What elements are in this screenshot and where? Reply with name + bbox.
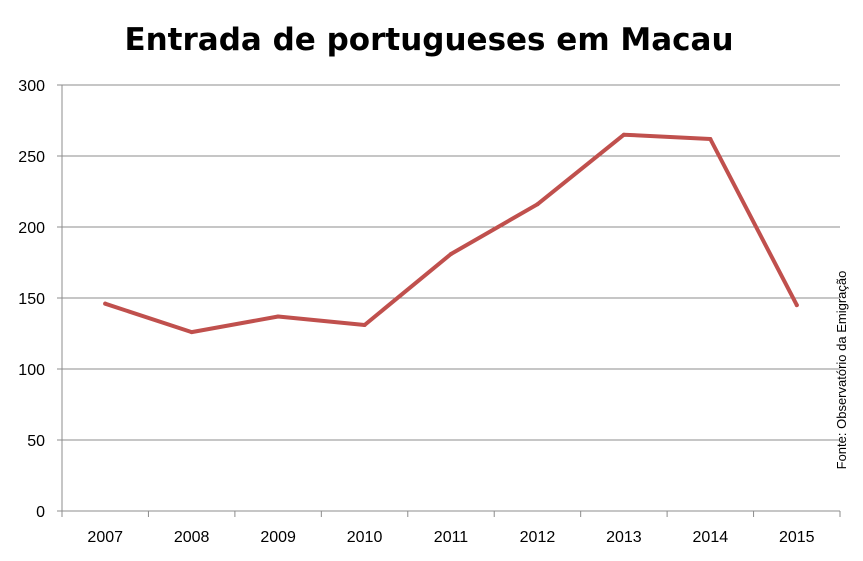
x-tick-label: 2015 [779, 529, 815, 546]
data-point [362, 322, 367, 327]
y-tick-label: 250 [18, 149, 45, 166]
data-point [621, 132, 626, 137]
source-note: Fonte: Observatório da Emigração [834, 271, 849, 470]
y-tick-label: 150 [18, 291, 45, 308]
y-tick-label: 100 [18, 362, 45, 379]
data-point [708, 136, 713, 141]
x-tick-label: 2010 [347, 529, 383, 546]
y-tick-label: 300 [18, 78, 45, 95]
data-point [535, 202, 540, 207]
data-point [103, 301, 108, 306]
x-axis: 2007 2008 2009 2010 2011 2012 2013 2014 2015 [61, 510, 841, 546]
chart-title: Entrada de portugueses em Macau [124, 22, 733, 58]
x-tick-label: 2007 [87, 529, 123, 546]
series-layer [103, 132, 799, 335]
x-tick-label: 2011 [434, 529, 469, 546]
y-tick-label: 0 [36, 504, 45, 521]
series-line [103, 132, 799, 335]
x-tick-label: 2008 [174, 529, 210, 546]
x-tick-label: 2013 [606, 529, 642, 546]
x-tick-label: 2009 [260, 529, 296, 546]
gridlines [62, 84, 840, 441]
y-axis: 0 50 100 150 200 250 300 [18, 78, 63, 521]
data-point [276, 314, 281, 319]
data-point [189, 330, 194, 335]
x-tick-label: 2014 [693, 529, 729, 546]
y-tick-label: 200 [18, 220, 45, 237]
data-point [449, 251, 453, 256]
y-tick-label: 50 [27, 433, 45, 450]
x-tick-label: 2012 [520, 529, 556, 546]
data-point [794, 303, 799, 308]
